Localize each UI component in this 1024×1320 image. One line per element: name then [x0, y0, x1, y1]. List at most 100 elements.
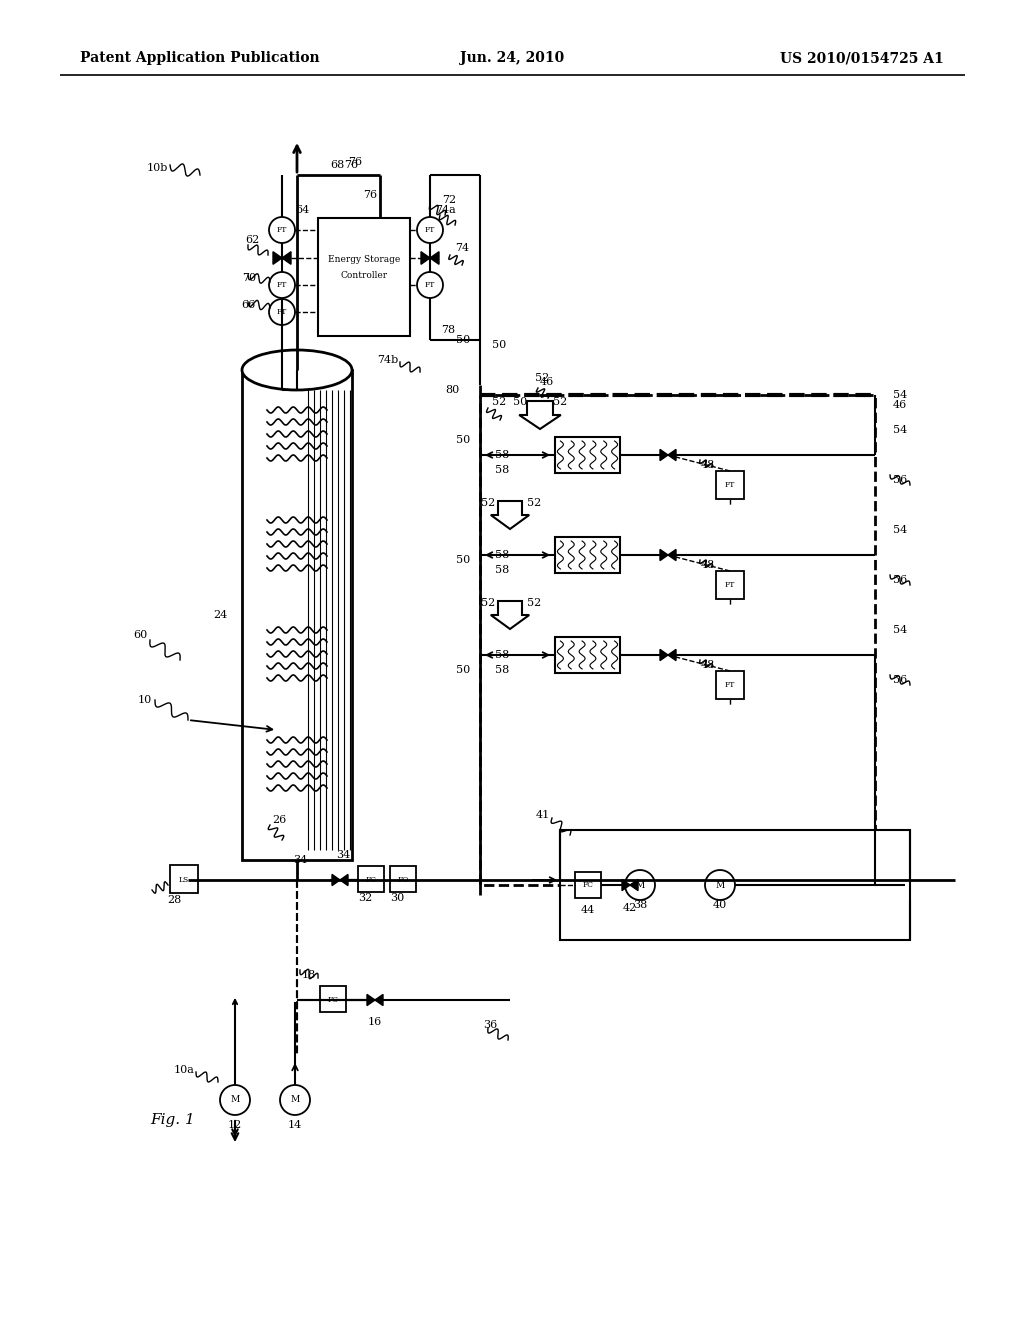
Text: 46: 46: [893, 400, 907, 411]
Text: 50: 50: [456, 335, 470, 345]
Polygon shape: [630, 879, 638, 891]
Polygon shape: [660, 649, 668, 660]
Text: 52: 52: [527, 498, 542, 508]
Circle shape: [417, 216, 443, 243]
Bar: [390, 866, 416, 892]
Text: 50: 50: [492, 341, 506, 350]
Text: 38: 38: [633, 900, 647, 909]
Circle shape: [417, 272, 443, 298]
Text: 74: 74: [455, 243, 469, 253]
Text: 12: 12: [228, 1119, 242, 1130]
Text: 58: 58: [495, 649, 509, 660]
Text: 30: 30: [390, 894, 404, 903]
Text: 44: 44: [581, 906, 595, 915]
Text: 58: 58: [495, 665, 509, 675]
Text: 40: 40: [713, 900, 727, 909]
Text: 34: 34: [336, 850, 350, 861]
Text: M: M: [230, 1096, 240, 1105]
Text: 14: 14: [288, 1119, 302, 1130]
Text: FT: FT: [725, 681, 735, 689]
Text: 76: 76: [344, 160, 358, 170]
Text: 52: 52: [480, 498, 495, 508]
Polygon shape: [430, 252, 439, 264]
Text: 78: 78: [441, 325, 455, 335]
Text: M: M: [291, 1096, 300, 1105]
Text: 68: 68: [330, 160, 344, 170]
Polygon shape: [660, 449, 668, 461]
Text: 60: 60: [134, 630, 148, 640]
Text: FT: FT: [276, 281, 287, 289]
Ellipse shape: [242, 350, 352, 389]
Bar: [319, 986, 346, 1012]
Text: 50: 50: [513, 397, 527, 407]
Text: 54: 54: [893, 389, 907, 400]
Text: LS: LS: [179, 876, 189, 884]
Text: 48: 48: [700, 660, 715, 671]
Text: FT: FT: [425, 226, 435, 234]
Text: 76: 76: [348, 157, 362, 168]
Text: 18: 18: [302, 970, 316, 979]
Polygon shape: [668, 449, 676, 461]
Text: 46: 46: [540, 378, 554, 387]
Text: M: M: [716, 880, 725, 890]
Text: 10: 10: [138, 696, 152, 705]
Text: 62: 62: [246, 235, 260, 246]
Text: 10a: 10a: [174, 1065, 195, 1074]
Text: 50: 50: [456, 554, 470, 565]
Polygon shape: [367, 994, 375, 1006]
Text: 58: 58: [495, 550, 509, 560]
Bar: [555, 638, 620, 673]
Text: Patent Application Publication: Patent Application Publication: [80, 51, 319, 65]
Text: 34: 34: [293, 855, 307, 865]
Text: 54: 54: [893, 525, 907, 535]
Text: 16: 16: [368, 1016, 382, 1027]
Polygon shape: [375, 994, 383, 1006]
Text: Energy Storage: Energy Storage: [328, 256, 400, 264]
Text: 56: 56: [893, 675, 907, 685]
Bar: [716, 471, 744, 499]
Text: 72: 72: [442, 195, 456, 205]
Polygon shape: [668, 549, 676, 561]
Text: US 2010/0154725 A1: US 2010/0154725 A1: [780, 51, 944, 65]
Text: 52: 52: [480, 598, 495, 609]
Text: M: M: [635, 880, 645, 890]
Text: 50: 50: [456, 436, 470, 445]
Text: 41: 41: [536, 810, 550, 820]
Text: 52: 52: [527, 598, 542, 609]
Text: 36: 36: [483, 1020, 497, 1030]
Circle shape: [705, 870, 735, 900]
Text: 26: 26: [272, 814, 287, 825]
Polygon shape: [421, 252, 430, 264]
Bar: [555, 537, 620, 573]
Polygon shape: [282, 252, 291, 264]
Text: 54: 54: [893, 624, 907, 635]
Text: 58: 58: [495, 565, 509, 576]
Circle shape: [269, 272, 295, 298]
Polygon shape: [340, 874, 348, 886]
Polygon shape: [622, 879, 630, 891]
Text: FC: FC: [583, 880, 594, 888]
Text: 66: 66: [242, 300, 256, 310]
Text: Fig. 1: Fig. 1: [150, 1113, 195, 1127]
Circle shape: [269, 216, 295, 243]
Bar: [318, 218, 410, 337]
Text: 76: 76: [362, 190, 377, 201]
Bar: [716, 671, 744, 700]
Text: 48: 48: [700, 560, 715, 570]
Text: Controller: Controller: [340, 272, 387, 281]
Text: FT: FT: [276, 308, 287, 315]
Text: 52: 52: [553, 397, 567, 407]
Text: 64: 64: [295, 205, 309, 215]
Text: 74a: 74a: [435, 205, 456, 215]
Polygon shape: [332, 874, 340, 886]
Text: 56: 56: [893, 576, 907, 585]
Text: Jun. 24, 2010: Jun. 24, 2010: [460, 51, 564, 65]
Text: 32: 32: [358, 894, 373, 903]
Text: 74b: 74b: [377, 355, 398, 366]
Bar: [358, 866, 384, 892]
Bar: [560, 830, 910, 940]
Bar: [716, 572, 744, 599]
Text: 24: 24: [213, 610, 227, 620]
Text: 54: 54: [893, 425, 907, 436]
Bar: [170, 865, 198, 894]
